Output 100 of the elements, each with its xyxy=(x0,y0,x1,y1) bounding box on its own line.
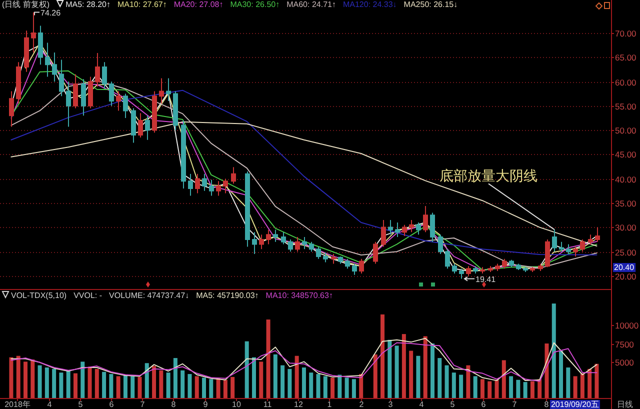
candlestick xyxy=(131,108,136,144)
text: 日线 xyxy=(617,400,633,409)
line-series xyxy=(10,121,598,247)
bar xyxy=(94,368,99,398)
bar xyxy=(516,380,520,398)
bar xyxy=(144,363,149,398)
bar xyxy=(202,378,206,398)
y-tick-label: 40.00 xyxy=(615,174,637,184)
candlestick xyxy=(81,78,86,116)
bar xyxy=(44,367,49,398)
x-tick-label: 2018年 xyxy=(4,400,30,409)
bar xyxy=(9,357,14,398)
candlestick xyxy=(445,248,450,270)
header: VOL-TDX(5,10) VVOL: - VOLUME: 474737.47↓ MA5: 457190.03↑ MA10: 348570.63↑ xyxy=(2,291,333,300)
candlestick xyxy=(395,222,400,238)
candlestick xyxy=(452,263,457,274)
bar xyxy=(244,341,249,398)
bar xyxy=(180,370,185,398)
candlestick xyxy=(316,246,321,260)
bar xyxy=(488,381,492,398)
bar xyxy=(252,357,256,398)
y-tick-label: 20.00 xyxy=(615,272,637,282)
bar xyxy=(344,378,349,398)
bar xyxy=(138,376,142,398)
candlestick xyxy=(138,112,143,138)
y-tick-label: 30.00 xyxy=(615,222,637,232)
candlestick xyxy=(331,254,336,264)
candlestick xyxy=(402,224,407,237)
bar xyxy=(102,372,106,398)
y-tick-label: 55.00 xyxy=(615,102,637,112)
bar xyxy=(352,379,356,398)
x-tick-label: 12 xyxy=(294,400,304,409)
candlestick xyxy=(295,236,300,252)
y-tick-label: 45.00 xyxy=(615,150,637,160)
y-tick-label: 70.00 xyxy=(615,28,637,38)
candlestick xyxy=(495,263,500,272)
bar xyxy=(423,336,428,398)
candlestick xyxy=(309,241,314,252)
y-tick-label: 7500 xyxy=(615,340,634,350)
y-tick-label: 35.00 xyxy=(615,198,637,208)
bar xyxy=(109,374,114,398)
y-tick-label: 5000 xyxy=(615,358,634,368)
candlestick xyxy=(281,232,286,245)
bar xyxy=(16,356,20,398)
x-tick-label: 6 xyxy=(481,400,486,409)
bar xyxy=(559,350,564,398)
chart-title: VOL-TDX(5,10) xyxy=(11,291,67,300)
annotation: 底部放量大阴线 xyxy=(440,168,538,184)
candlestick xyxy=(166,78,171,102)
x-tick-label: 8 xyxy=(544,400,550,409)
candlestick xyxy=(473,266,478,274)
bar xyxy=(480,379,484,398)
candlestick xyxy=(516,263,521,271)
bar xyxy=(588,368,592,398)
y-tick-label: 50.00 xyxy=(615,126,637,136)
bar xyxy=(123,374,128,398)
bar xyxy=(566,367,570,398)
bar xyxy=(538,379,542,398)
y-tick-label: 65.00 xyxy=(615,52,637,62)
candlestick xyxy=(359,258,364,274)
bar xyxy=(66,370,70,398)
candlestick xyxy=(59,59,64,97)
candlestick xyxy=(416,222,421,236)
bar xyxy=(116,376,120,398)
x-tick-label: 4 xyxy=(419,400,424,409)
x-tick-label: 3 xyxy=(388,400,394,409)
candlestick xyxy=(216,180,221,196)
bar xyxy=(552,304,556,398)
bar xyxy=(359,374,364,398)
y-tick-label: 10000 xyxy=(615,320,639,330)
bar xyxy=(466,365,470,398)
candlestick xyxy=(45,42,50,78)
x-tick-label: 5 xyxy=(450,400,456,409)
candlestick xyxy=(373,241,378,264)
bar xyxy=(230,376,235,398)
x-tick-label: 9 xyxy=(203,400,208,409)
candlestick xyxy=(345,258,350,270)
bar xyxy=(24,362,28,398)
bar xyxy=(544,344,549,398)
candlestick xyxy=(523,266,528,272)
bar xyxy=(209,379,214,398)
bar xyxy=(59,372,64,398)
bar xyxy=(409,350,414,398)
candlestick xyxy=(202,173,207,192)
candlestick xyxy=(209,179,214,196)
candlestick xyxy=(530,266,535,272)
candlestick xyxy=(566,244,571,255)
candlestick xyxy=(266,229,271,245)
candlestick xyxy=(245,170,250,248)
candlestick xyxy=(88,76,93,109)
bar xyxy=(438,358,442,398)
bar xyxy=(152,366,156,398)
x-tick-label: 8 xyxy=(171,400,176,409)
candlestick xyxy=(559,241,564,252)
x-tick-label: 1 xyxy=(327,400,332,409)
candlestick xyxy=(323,252,328,263)
bar xyxy=(316,374,320,398)
candlestick xyxy=(430,212,435,242)
annotation: VVOL: - xyxy=(74,291,102,300)
bar xyxy=(394,346,399,398)
